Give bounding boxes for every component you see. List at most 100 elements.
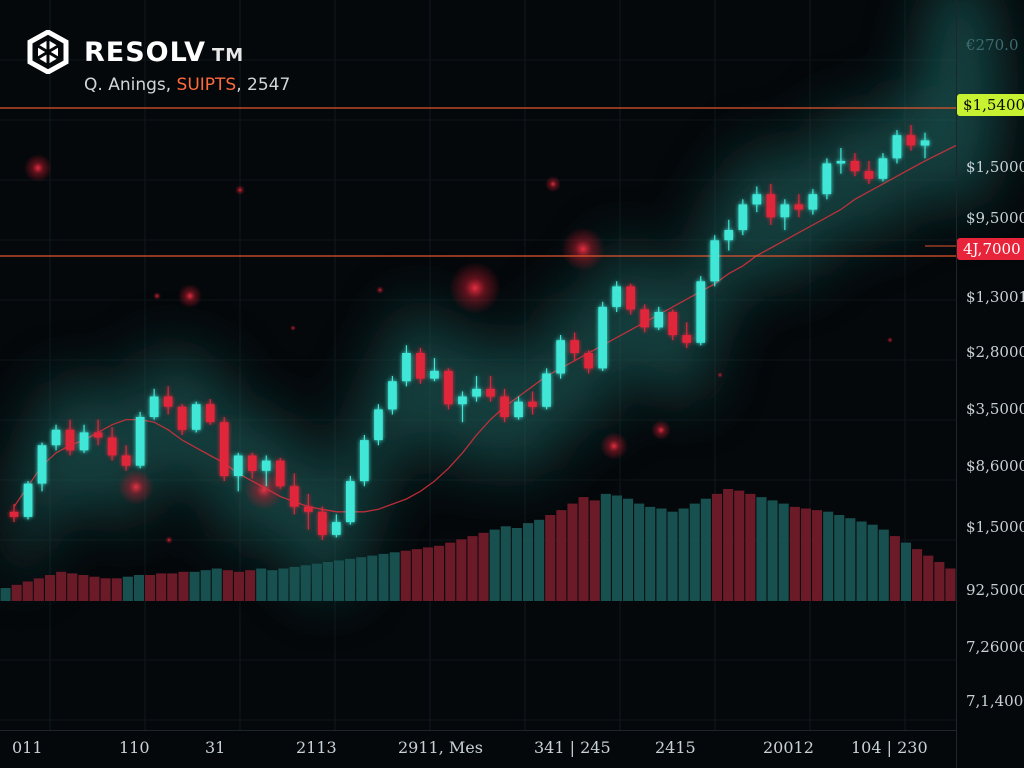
volume-bar — [100, 578, 111, 601]
bokeh-dot — [545, 176, 561, 192]
candle-body-up — [654, 312, 664, 328]
candle-body-up — [612, 286, 621, 307]
candle-body-up — [472, 388, 481, 397]
bokeh-dots — [24, 154, 893, 544]
candle-body-down — [163, 396, 173, 407]
candle-body-down — [9, 511, 19, 517]
price-tag-level[interactable]: 4J,7000 — [957, 238, 1024, 260]
volume-bar — [856, 521, 867, 601]
candle-body-down — [626, 286, 635, 310]
bokeh-dot — [887, 337, 893, 343]
volume-bar — [589, 500, 600, 601]
candle-body-up — [135, 417, 145, 466]
volume-bar — [723, 489, 734, 601]
price-axis-label: $1,5000 — [966, 158, 1024, 176]
volume-bar — [823, 511, 834, 601]
candle-body-down — [486, 388, 495, 397]
cube-logo-icon — [27, 30, 69, 74]
candle-body-up — [808, 194, 818, 210]
candle-body-down — [275, 460, 285, 487]
volume-bar — [167, 573, 178, 601]
bokeh-dot — [651, 420, 671, 440]
volume-bar — [334, 560, 345, 601]
candle-body-up — [233, 455, 243, 476]
time-axis-label: 110 — [119, 738, 150, 757]
candle-body-down — [794, 204, 804, 210]
candle-body-up — [149, 396, 159, 417]
volume-bar — [667, 511, 678, 601]
volume-bar — [756, 497, 767, 601]
volume-bar — [789, 506, 800, 601]
candle-body-up — [710, 240, 720, 282]
price-tag-current[interactable]: $1,5400 — [957, 94, 1024, 116]
bokeh-dot — [717, 372, 723, 378]
candle-body-up — [360, 440, 369, 482]
volume-bar — [745, 493, 756, 601]
candle-body-up — [191, 404, 201, 430]
volume-bar — [445, 542, 456, 601]
time-axis-label: 2113 — [296, 738, 337, 757]
volume-bar — [456, 539, 467, 601]
volume-bar — [311, 563, 322, 601]
candle-body-up — [822, 163, 832, 195]
candle-body-up — [79, 432, 89, 451]
candle-body-down — [570, 340, 579, 353]
bokeh-dot — [153, 292, 161, 300]
candle-body-down — [290, 486, 299, 507]
time-axis-label: 20012 — [763, 738, 814, 757]
candle-body-down — [219, 422, 229, 476]
volume-bar — [656, 508, 667, 601]
bokeh-dot — [118, 469, 154, 505]
bokeh-dot — [235, 185, 245, 195]
volume-bar — [912, 549, 923, 601]
price-axis-label: $2,8000 — [966, 343, 1024, 361]
candle-body-up — [388, 381, 397, 410]
volume-bar — [945, 568, 956, 601]
volume-bar — [700, 498, 711, 601]
volume-bar — [400, 550, 411, 601]
volume-bar — [133, 575, 144, 601]
volume-bar — [734, 490, 745, 601]
bokeh-dot — [561, 227, 605, 271]
candle-body-down — [93, 432, 103, 438]
bokeh-dot — [165, 536, 173, 544]
candle-body-up — [430, 370, 439, 379]
candle-body-down — [247, 455, 257, 471]
volume-bar — [545, 515, 556, 601]
volume-bar — [711, 493, 722, 601]
time-axis-label: 341 | 245 — [534, 738, 611, 757]
volume-bar — [812, 510, 823, 601]
volume-bar — [923, 555, 934, 601]
candle-body-down — [177, 406, 187, 430]
volume-bar — [889, 536, 900, 601]
bokeh-dot — [290, 325, 296, 331]
volume-bar — [256, 568, 267, 601]
candle-body-up — [458, 396, 467, 405]
volume-bar — [356, 557, 367, 601]
volume-bar — [178, 571, 189, 601]
volume-bar — [289, 566, 300, 601]
volume-bar — [500, 526, 511, 601]
volume-bar — [600, 493, 611, 601]
price-axis-label: 7,1,4000 — [966, 692, 1024, 710]
volume-bar — [345, 558, 356, 601]
candle-body-down — [850, 160, 860, 172]
time-axis-label: 31 — [205, 738, 226, 757]
volume-bar — [78, 575, 89, 601]
candle-body-down — [864, 171, 874, 179]
candle-body-up — [346, 481, 355, 523]
volume-bar — [56, 571, 67, 601]
price-axis-label: 92,5000 — [966, 581, 1024, 599]
volume-bar — [0, 588, 11, 601]
volume-bar — [534, 519, 545, 601]
candle-body-up — [836, 160, 846, 164]
volume-bar — [934, 562, 945, 601]
candle-body-up — [598, 306, 607, 369]
brand-name: RESOLV TM — [84, 36, 245, 68]
candle-body-down — [121, 455, 131, 466]
volume-bar — [900, 542, 911, 601]
candle-body-up — [51, 429, 61, 446]
candle-body-up — [374, 409, 383, 441]
volume-bar — [300, 565, 311, 601]
